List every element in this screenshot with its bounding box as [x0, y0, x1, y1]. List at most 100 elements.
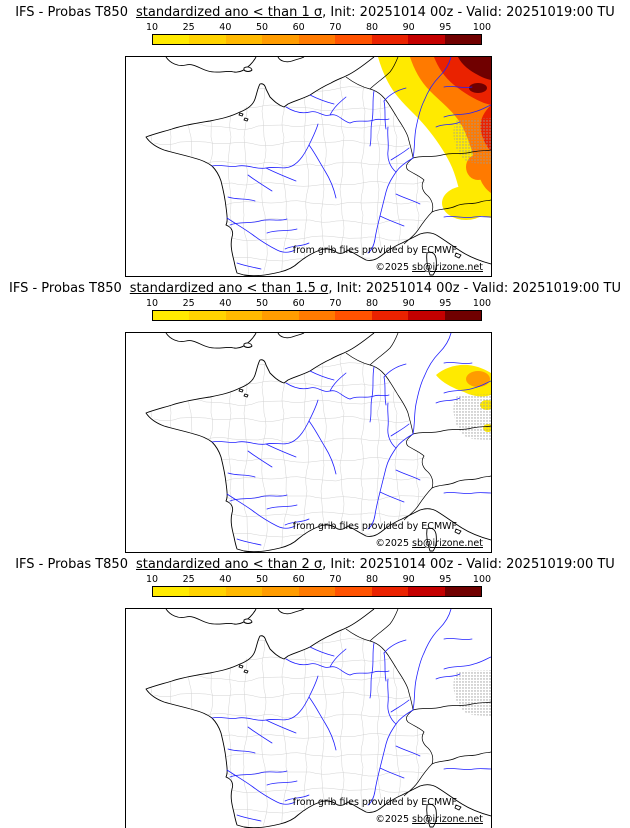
title-variable: standardized ano < than 1 σ	[135, 5, 323, 20]
colorbar-segment	[444, 35, 481, 44]
colorbar-label: 40	[219, 298, 232, 309]
title-validity: , Init: 20251014 00z - Valid: 20251019:0…	[322, 5, 615, 20]
basemap	[128, 333, 491, 552]
colorbar-label: 90	[402, 22, 415, 33]
probability-map	[126, 333, 491, 552]
colorbar: 10 25 40 50 60 70 80 90 95 100	[146, 298, 491, 321]
colorbar-segment	[444, 587, 481, 596]
colorbar-segment	[408, 587, 445, 596]
colorbar-label: 25	[182, 22, 195, 33]
colorbar-labels: 10 25 40 50 60 70 80 90 95 100	[146, 22, 491, 33]
colorbar-label: 80	[365, 574, 379, 585]
colorbar-segment	[335, 35, 372, 44]
colorbar: 10 25 40 50 60 70 80 90 95 100	[146, 574, 491, 597]
colorbar-label: 90	[402, 298, 415, 309]
ecmwf-attribution: from grib files provided by ECMWF	[292, 521, 457, 532]
colorbar-label: 10	[145, 574, 159, 585]
colorbar-segment	[335, 311, 372, 320]
colorbar-label: 95	[439, 22, 452, 33]
copyright: ©2025 sb@irizone.net	[375, 814, 483, 825]
colorbar-segment	[225, 35, 263, 44]
colorbar-segment	[189, 587, 226, 596]
copyright-year: ©2025	[375, 538, 413, 549]
colorbar-segment	[189, 311, 226, 320]
colorbar-label: 70	[329, 298, 342, 309]
colorbar-label: 50	[255, 298, 269, 309]
copyright-email: sb@irizone.net	[412, 814, 483, 825]
colorbar-segment	[298, 311, 336, 320]
colorbar-segment	[371, 35, 409, 44]
colorbar-label: 60	[292, 22, 305, 33]
colorbar-segment	[408, 35, 445, 44]
colorbar-segment	[262, 311, 299, 320]
page-title: IFS - Probas T850 standardized ano < than…	[0, 557, 630, 572]
copyright: ©2025 sb@irizone.net	[375, 262, 483, 273]
panel-sigma-1-5: IFS - Probas T850 standardized ano < than…	[0, 276, 630, 553]
colorbar-segment	[262, 587, 299, 596]
copyright: ©2025 sb@irizone.net	[375, 538, 483, 549]
colorbar-label: 60	[292, 574, 305, 585]
colorbar-label: 50	[255, 574, 269, 585]
colorbar-segment	[189, 35, 226, 44]
colorbar-segment	[153, 311, 190, 320]
title-prefix: IFS - Probas T850	[15, 557, 128, 572]
title-prefix: IFS - Probas T850	[8, 281, 122, 296]
colorbar-label: 40	[219, 22, 232, 33]
ecmwf-attribution: from grib files provided by ECMWF	[292, 245, 457, 256]
copyright-year: ©2025	[375, 814, 413, 825]
colorbar: 10 25 40 50 60 70 80 90 95 100	[146, 22, 491, 45]
colorbar-segment	[153, 587, 190, 596]
colorbar-gradient	[152, 586, 482, 597]
colorbar-segment	[371, 311, 409, 320]
colorbar-gradient	[152, 34, 482, 45]
colorbar-segment	[225, 587, 263, 596]
panel-sigma-1: IFS - Probas T850 standardized ano < than…	[0, 0, 630, 277]
title-prefix: IFS - Probas T850	[15, 5, 128, 20]
copyright-year: ©2025	[375, 262, 413, 273]
title-variable: standardized ano < than 1.5 σ	[129, 281, 329, 296]
map-frame: from grib files provided by ECMWF ©2025 …	[125, 56, 492, 277]
colorbar-gradient	[152, 310, 482, 321]
colorbar-label: 50	[255, 22, 269, 33]
colorbar-segment	[298, 587, 336, 596]
map-frame: from grib files provided by ECMWF ©2025 …	[125, 608, 492, 828]
copyright-email: sb@irizone.net	[412, 538, 483, 549]
colorbar-segment	[298, 35, 336, 44]
colorbar-label: 100	[472, 574, 492, 585]
colorbar-segment	[444, 311, 481, 320]
colorbar-label: 80	[365, 298, 379, 309]
colorbar-label: 90	[402, 574, 415, 585]
colorbar-label: 80	[365, 22, 379, 33]
colorbar-segment	[371, 587, 409, 596]
colorbar-label: 60	[292, 298, 305, 309]
colorbar-label: 95	[439, 298, 452, 309]
copyright-email: sb@irizone.net	[412, 262, 483, 273]
title-variable: standardized ano < than 2 σ	[135, 557, 323, 572]
colorbar-segment	[408, 311, 445, 320]
colorbar-label: 100	[472, 22, 492, 33]
probability-overlay	[436, 364, 491, 432]
ecmwf-attribution: from grib files provided by ECMWF	[292, 797, 457, 808]
title-validity: , Init: 20251014 00z - Valid: 20251019:0…	[328, 281, 622, 296]
title-validity: , Init: 20251014 00z - Valid: 20251019:0…	[322, 557, 615, 572]
colorbar-label: 40	[219, 574, 232, 585]
colorbar-label: 10	[145, 22, 159, 33]
colorbar-label: 25	[182, 298, 195, 309]
page-title: IFS - Probas T850 standardized ano < than…	[0, 5, 630, 20]
colorbar-label: 10	[145, 298, 159, 309]
colorbar-segment	[262, 35, 299, 44]
probability-map	[126, 57, 491, 276]
colorbar-label: 70	[329, 22, 342, 33]
colorbar-segment	[225, 311, 263, 320]
colorbar-label: 100	[472, 298, 492, 309]
map-frame: from grib files provided by ECMWF ©2025 …	[125, 332, 492, 553]
colorbar-segment	[335, 587, 372, 596]
colorbar-segment	[153, 35, 190, 44]
page-title: IFS - Probas T850 standardized ano < than…	[0, 281, 630, 296]
colorbar-labels: 10 25 40 50 60 70 80 90 95 100	[146, 574, 491, 585]
probability-map	[126, 609, 491, 828]
probability-overlay	[378, 57, 491, 220]
colorbar-labels: 10 25 40 50 60 70 80 90 95 100	[146, 298, 491, 309]
basemap	[128, 609, 491, 828]
